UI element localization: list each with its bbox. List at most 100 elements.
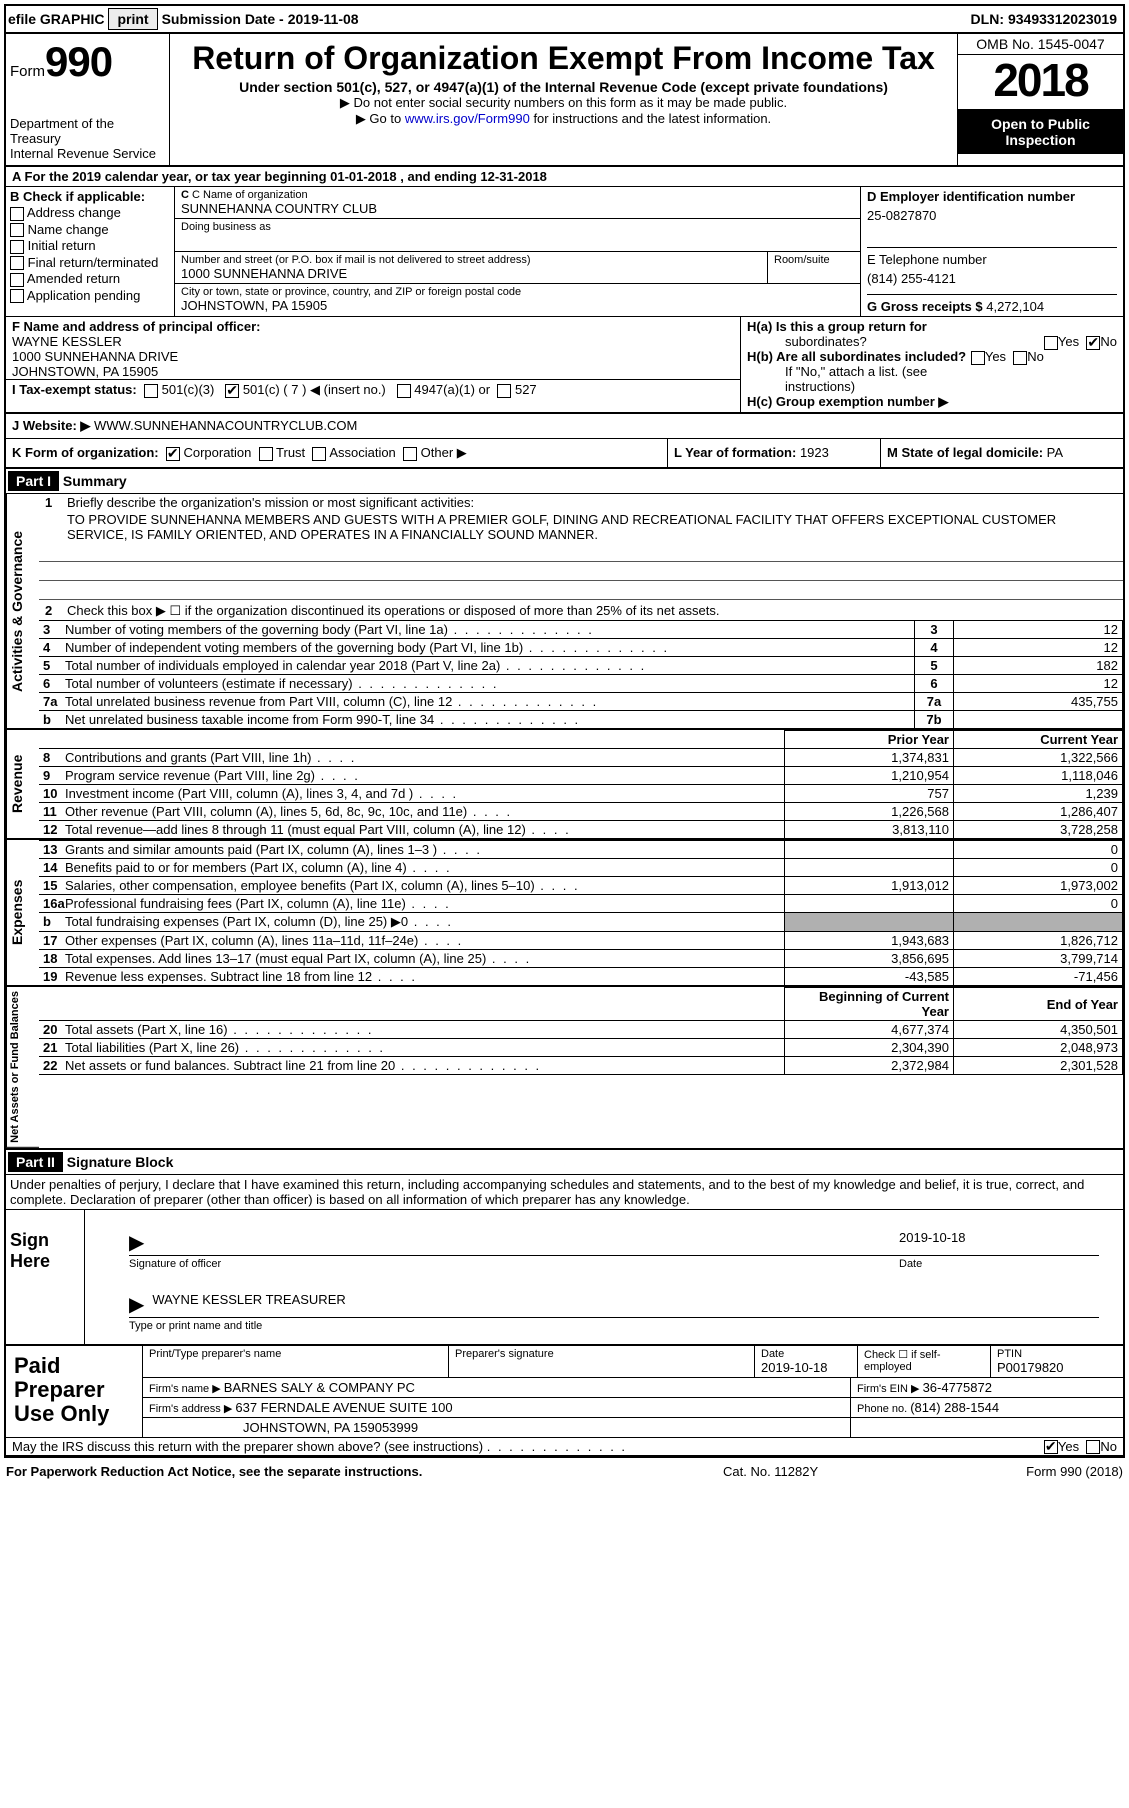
chk-4947[interactable] bbox=[397, 384, 411, 398]
ha-no[interactable] bbox=[1086, 336, 1100, 350]
submission-date-label: Submission Date - bbox=[162, 11, 284, 27]
discuss-label: May the IRS discuss this return with the… bbox=[12, 1439, 483, 1454]
ha-label: H(a) Is this a group return for bbox=[747, 319, 1117, 334]
ha-yes[interactable] bbox=[1044, 336, 1058, 350]
tab-net-assets: Net Assets or Fund Balances bbox=[6, 987, 39, 1148]
k-trust[interactable] bbox=[259, 447, 273, 461]
chk-final-return[interactable] bbox=[10, 256, 24, 270]
firm-addr2: JOHNSTOWN, PA 159053999 bbox=[143, 1418, 851, 1437]
dln-value: 93493312023019 bbox=[1008, 11, 1117, 27]
chk-address-change[interactable] bbox=[10, 207, 24, 221]
table-row: bNet unrelated business taxable income f… bbox=[39, 711, 1123, 729]
tax-year: 2018 bbox=[958, 55, 1123, 110]
firm-name-label: Firm's name ▶ bbox=[149, 1383, 224, 1395]
g-label: G Gross receipts $ bbox=[867, 299, 986, 314]
e-label: E Telephone number bbox=[867, 252, 1117, 267]
dln-label: DLN: bbox=[971, 11, 1004, 27]
table-row: 14Benefits paid to or for members (Part … bbox=[39, 859, 1123, 877]
table-row: 8Contributions and grants (Part VIII, li… bbox=[39, 749, 1123, 767]
print-button[interactable]: print bbox=[108, 8, 157, 30]
hc-label: H(c) Group exemption number ▶ bbox=[747, 394, 1117, 410]
table-row: 18Total expenses. Add lines 13–17 (must … bbox=[39, 950, 1123, 968]
chk-amended-return[interactable] bbox=[10, 273, 24, 287]
d-label: D Employer identification number bbox=[867, 189, 1117, 204]
hb-no[interactable] bbox=[1013, 351, 1027, 365]
omb-number: OMB No. 1545-0047 bbox=[958, 34, 1123, 55]
discuss-no[interactable] bbox=[1086, 1440, 1100, 1454]
ein-value: 25-0827870 bbox=[867, 204, 1117, 227]
irs-link[interactable]: www.irs.gov/Form990 bbox=[405, 111, 530, 126]
part2-header: Part II bbox=[8, 1152, 63, 1172]
table-row: 10Investment income (Part VIII, column (… bbox=[39, 785, 1123, 803]
table-row: 12Total revenue—add lines 8 through 11 (… bbox=[39, 821, 1123, 839]
addr-label: Number and street (or P.O. box if mail i… bbox=[181, 254, 761, 266]
hb-label: H(b) Are all subordinates included? Yes … bbox=[747, 349, 1117, 364]
chk-501c[interactable] bbox=[225, 384, 239, 398]
paperwork-notice: For Paperwork Reduction Act Notice, see … bbox=[6, 1464, 723, 1479]
table-row: 4Number of independent voting members of… bbox=[39, 639, 1123, 657]
m-label: M State of legal domicile: bbox=[887, 445, 1047, 460]
city-label: City or town, state or province, country… bbox=[181, 286, 854, 298]
addr-value: 1000 SUNNEHANNA DRIVE bbox=[181, 266, 761, 281]
table-row: 15Salaries, other compensation, employee… bbox=[39, 877, 1123, 895]
inspection-notice: Open to Public Inspection bbox=[958, 110, 1123, 154]
ptin-value: P00179820 bbox=[997, 1360, 1117, 1375]
chk-name-change[interactable] bbox=[10, 223, 24, 237]
form-note1: ▶ Do not enter social security numbers o… bbox=[174, 95, 953, 111]
sig-date-value: 2019-10-18 bbox=[899, 1230, 1099, 1255]
sig-officer-label: Signature of officer bbox=[129, 1258, 899, 1270]
chk-501c3[interactable] bbox=[144, 384, 158, 398]
form-subtitle: Under section 501(c), 527, or 4947(a)(1)… bbox=[174, 79, 953, 95]
prep-sig-label: Preparer's signature bbox=[455, 1348, 748, 1360]
form-label: Form990 bbox=[10, 38, 165, 86]
chk-527[interactable] bbox=[497, 384, 511, 398]
l-label: L Year of formation: bbox=[674, 445, 800, 460]
sign-here-label: Sign Here bbox=[6, 1210, 85, 1344]
k-assoc[interactable] bbox=[312, 447, 326, 461]
tab-revenue: Revenue bbox=[6, 730, 39, 839]
part2-title: Signature Block bbox=[67, 1154, 174, 1170]
table-row: 7aTotal unrelated business revenue from … bbox=[39, 693, 1123, 711]
table-row: 20Total assets (Part X, line 16)4,677,37… bbox=[39, 1021, 1123, 1039]
part1-title: Summary bbox=[63, 473, 127, 489]
firm-addr1: 637 FERNDALE AVENUE SUITE 100 bbox=[235, 1400, 452, 1415]
mission-statement: TO PROVIDE SUNNEHANNA MEMBERS AND GUESTS… bbox=[39, 511, 1123, 543]
table-row: 17Other expenses (Part IX, column (A), l… bbox=[39, 932, 1123, 950]
firm-ein-label: Firm's EIN ▶ bbox=[857, 1383, 923, 1395]
firm-phone-label: Phone no. bbox=[857, 1403, 910, 1415]
row-j: J Website: ▶ WWW.SUNNEHANNACOUNTRYCLUB.C… bbox=[6, 413, 1123, 439]
form-note2: ▶ Go to www.irs.gov/Form990 for instruct… bbox=[174, 111, 953, 127]
dept-treasury: Department of the Treasury bbox=[10, 116, 165, 146]
prep-date-label: Date bbox=[761, 1348, 851, 1360]
prep-date-value: 2019-10-18 bbox=[761, 1360, 851, 1375]
officer-addr2: JOHNSTOWN, PA 15905 bbox=[12, 364, 734, 379]
form-version: Form 990 (2018) bbox=[923, 1464, 1123, 1479]
table-row: 21Total liabilities (Part X, line 26)2,3… bbox=[39, 1039, 1123, 1057]
k-label: K Form of organization: bbox=[12, 445, 159, 460]
table-row: 5Total number of individuals employed in… bbox=[39, 657, 1123, 675]
hb-yes[interactable] bbox=[971, 351, 985, 365]
paid-preparer-label: Paid Preparer Use Only bbox=[6, 1346, 143, 1437]
prep-name-label: Print/Type preparer's name bbox=[149, 1348, 442, 1360]
k-corp[interactable] bbox=[166, 447, 180, 461]
officer-addr1: 1000 SUNNEHANNA DRIVE bbox=[12, 349, 734, 364]
gross-receipts: 4,272,104 bbox=[986, 299, 1044, 314]
prep-self-employed: Check ☐ if self-employed bbox=[858, 1346, 991, 1377]
table-row: 9Program service revenue (Part VIII, lin… bbox=[39, 767, 1123, 785]
table-row: 19Revenue less expenses. Subtract line 1… bbox=[39, 968, 1123, 986]
row-a-tax-year: A For the 2019 calendar year, or tax yea… bbox=[6, 167, 1123, 187]
arrow-icon: ▶ bbox=[129, 1292, 144, 1317]
officer-name: WAYNE KESSLER bbox=[12, 334, 734, 349]
chk-initial-return[interactable] bbox=[10, 240, 24, 254]
phone-value: (814) 255-4121 bbox=[867, 267, 1117, 290]
tab-expenses: Expenses bbox=[6, 840, 39, 986]
declaration-text: Under penalties of perjury, I declare th… bbox=[6, 1175, 1123, 1210]
q2-label: Check this box ▶ ☐ if the organization d… bbox=[67, 603, 720, 618]
table-row: 13Grants and similar amounts paid (Part … bbox=[39, 841, 1123, 859]
i-label: I Tax-exempt status: bbox=[12, 382, 137, 397]
k-other[interactable] bbox=[403, 447, 417, 461]
chk-app-pending[interactable] bbox=[10, 289, 24, 303]
discuss-yes[interactable] bbox=[1044, 1440, 1058, 1454]
q1-label: Briefly describe the organization's miss… bbox=[67, 495, 474, 510]
state-domicile: PA bbox=[1047, 445, 1063, 460]
